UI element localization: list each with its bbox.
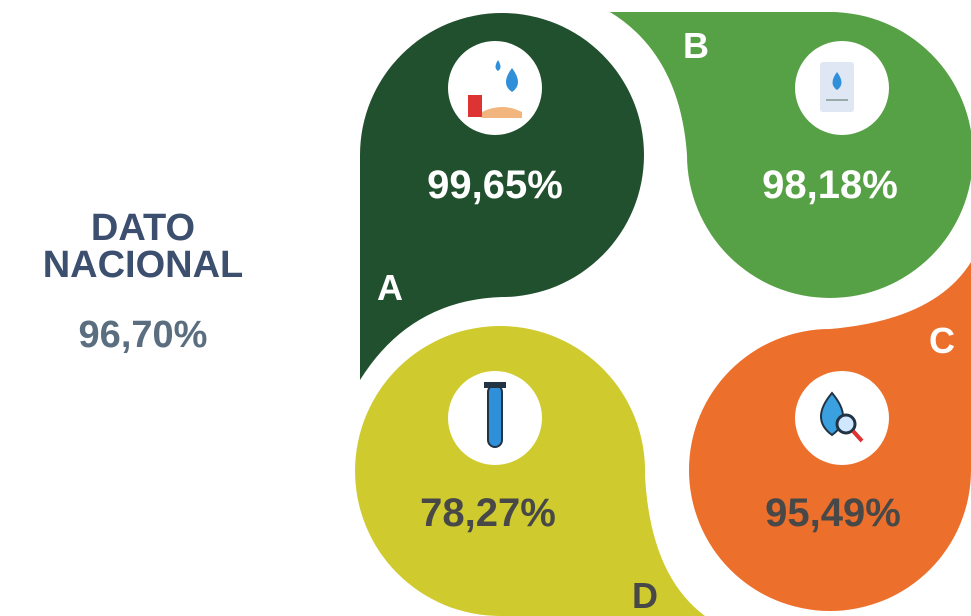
- segment-letter: D: [632, 575, 658, 616]
- national-title: NACIONAL: [43, 244, 244, 286]
- icon-a: [448, 41, 542, 135]
- icon-b: [795, 41, 889, 135]
- icon-c: [795, 371, 889, 465]
- segment-letter: B: [683, 25, 709, 66]
- petal-a: [360, 13, 644, 380]
- segment-value: 99,65%: [427, 163, 563, 207]
- icon-d: [448, 371, 542, 465]
- national-title: DATO: [91, 207, 195, 249]
- segment-value: 95,49%: [765, 491, 901, 535]
- segment-value: 98,18%: [762, 163, 898, 207]
- segment-value: 78,27%: [420, 491, 556, 535]
- petal-b: [610, 12, 971, 298]
- segment-letter: A: [377, 267, 403, 308]
- segment-letter: C: [929, 320, 955, 361]
- national-value: 96,70%: [79, 314, 208, 356]
- petal-d: [355, 325, 705, 616]
